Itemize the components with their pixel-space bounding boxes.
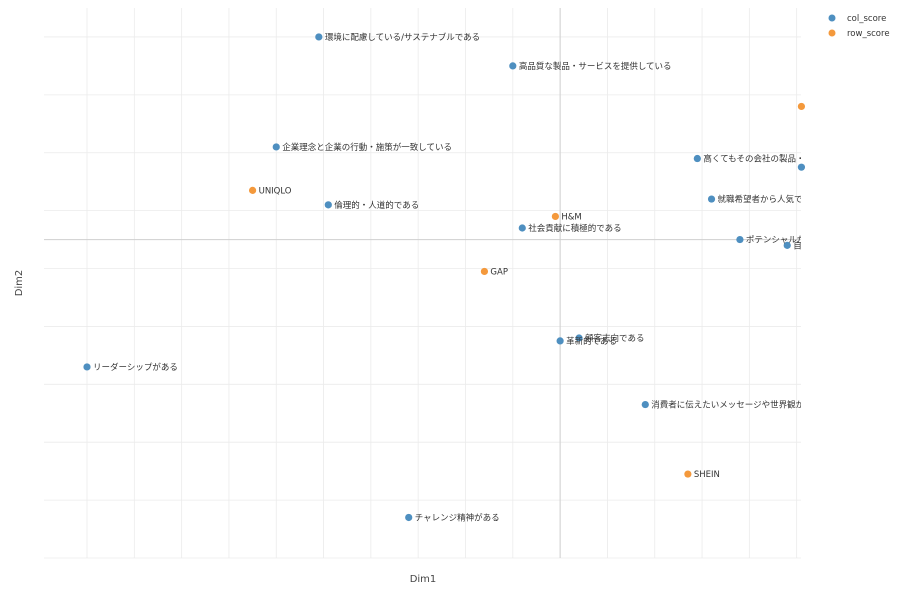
point-label: 企業理念と企業の行動・施策が一致している bbox=[282, 142, 452, 153]
zero-axes bbox=[44, 8, 801, 558]
legend: col_score row_score bbox=[828, 14, 890, 39]
legend-marker-col-score bbox=[828, 14, 836, 22]
point-label: H&M bbox=[561, 212, 581, 222]
x-axis-title: Dim1 bbox=[410, 574, 437, 585]
point-label: リーダーシップがある bbox=[93, 362, 178, 373]
point-label: 高品質な製品・サービスを提供している bbox=[519, 61, 672, 72]
data-point bbox=[556, 337, 564, 345]
point-label: 倫理的・人道的である bbox=[334, 200, 419, 211]
point-label: UNIQLO bbox=[259, 186, 292, 196]
data-point bbox=[797, 102, 806, 111]
data-point bbox=[641, 400, 649, 409]
data-point bbox=[797, 163, 806, 171]
data-point bbox=[315, 33, 323, 41]
point-label: 就職希望者から人気である bbox=[718, 194, 820, 205]
legend-label-row-score: row_score bbox=[847, 29, 890, 39]
legend-marker-row-score bbox=[828, 29, 836, 37]
point-label: ポテンシャルがある bbox=[746, 235, 823, 246]
grid bbox=[44, 8, 801, 559]
point-label: 環境に配慮している/サステナブルである bbox=[325, 32, 480, 43]
data-point bbox=[480, 267, 489, 276]
data-point bbox=[693, 154, 701, 163]
data-point bbox=[324, 201, 332, 209]
data-point bbox=[509, 62, 517, 70]
point-labels: 環境に配慮している/サステナブルである高品質な製品・サービスを提供している企業理… bbox=[93, 32, 864, 524]
point-label: 社会貢献に積極的である bbox=[528, 223, 621, 234]
data-point bbox=[248, 186, 257, 194]
data-point bbox=[551, 212, 559, 221]
point-label: 自信を与えてく bbox=[793, 240, 852, 251]
data-point bbox=[575, 334, 583, 342]
point-label: SHEIN bbox=[694, 470, 720, 480]
point-label: GAP bbox=[490, 267, 508, 277]
data-point bbox=[83, 363, 91, 371]
data-point bbox=[736, 235, 744, 244]
data-point bbox=[405, 513, 413, 522]
data-point bbox=[684, 470, 692, 478]
point-label: 高くてもその会社の製品・サービスを購入 bbox=[703, 154, 864, 165]
y-axis-title: Dim2 bbox=[14, 270, 25, 297]
data-points bbox=[83, 33, 806, 522]
point-label: 革新的である bbox=[566, 336, 617, 347]
data-point bbox=[272, 143, 280, 151]
point-label: INDITEX ( bbox=[807, 102, 847, 112]
legend-label-col-score: col_score bbox=[847, 14, 886, 24]
data-point bbox=[518, 224, 526, 232]
point-label: チャレンジ精神がある bbox=[415, 512, 500, 523]
data-point bbox=[783, 241, 791, 249]
point-label: 顧客志向である bbox=[585, 333, 644, 344]
point-label: 消費者に伝えたいメッセージや世界観が明確である bbox=[651, 400, 846, 411]
point-label: 贅沢な気分 bbox=[807, 162, 850, 173]
data-point bbox=[707, 195, 716, 203]
